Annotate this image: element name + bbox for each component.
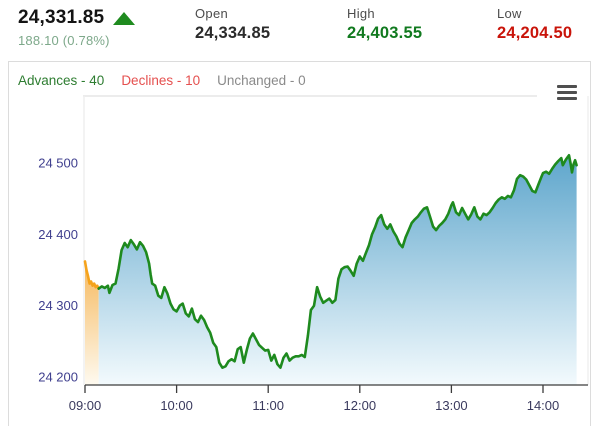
unchanged-count: Unchanged - 0 — [217, 73, 306, 88]
advances-count: Advances - 40 — [18, 73, 105, 88]
low-stat: Low 24,204.50 — [497, 6, 572, 43]
chart-menu-button[interactable] — [557, 85, 577, 100]
market-breadth: Advances - 40 Declines - 10 Unchanged - 0 — [18, 73, 323, 88]
index-quote: 24,331.85 188.10 (0.78%) — [18, 7, 136, 48]
up-triangle-icon — [113, 12, 136, 25]
stat-value: 24,204.50 — [497, 24, 573, 42]
chart-panel — [8, 61, 591, 426]
low-label: Low — [497, 6, 522, 21]
high-label: High — [347, 6, 375, 21]
last-price: 24,331.85 — [18, 7, 105, 28]
open-stat: Open 24,334.85 — [195, 6, 270, 43]
open-label: Open — [195, 6, 229, 21]
stat-value: 24,403.55 — [347, 24, 423, 42]
declines-count: Declines - 10 — [121, 73, 201, 88]
price-change: 188.10 (0.78%) — [18, 33, 110, 48]
stat-value: 24,334.85 — [195, 24, 271, 42]
high-stat: High 24,403.55 — [347, 6, 422, 43]
